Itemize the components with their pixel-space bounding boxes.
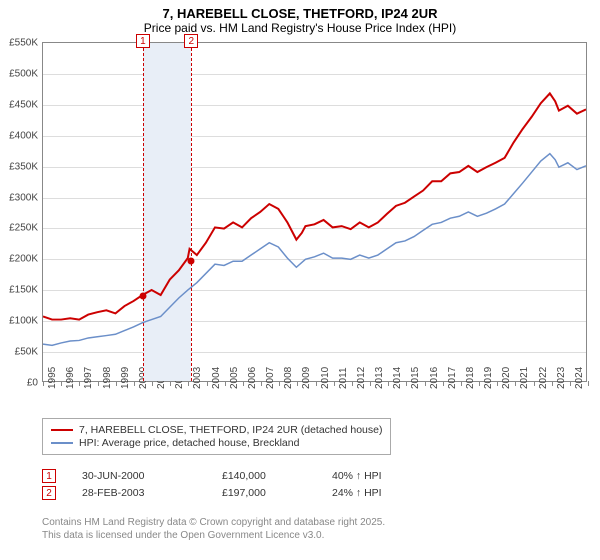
chart-legend: 7, HAREBELL CLOSE, THETFORD, IP24 2UR (d…	[42, 418, 587, 455]
footer-line-1: Contains HM Land Registry data © Crown c…	[42, 516, 385, 529]
x-tick	[443, 381, 444, 386]
y-axis-label: £450K	[0, 99, 38, 110]
page-title: 7, HAREBELL CLOSE, THETFORD, IP24 2UR	[0, 6, 600, 21]
x-tick	[425, 381, 426, 386]
x-tick	[152, 381, 153, 386]
x-tick	[552, 381, 553, 386]
x-tick	[352, 381, 353, 386]
sale-row-price: £197,000	[222, 487, 332, 499]
x-tick	[98, 381, 99, 386]
x-tick	[207, 381, 208, 386]
x-tick	[279, 381, 280, 386]
x-tick	[316, 381, 317, 386]
page-subtitle: Price paid vs. HM Land Registry's House …	[0, 21, 600, 35]
legend-swatch	[51, 429, 73, 431]
sale-row: 2 28-FEB-2003£197,00024% ↑ HPI	[42, 486, 587, 500]
legend-row: HPI: Average price, detached house, Brec…	[51, 437, 382, 449]
series-line	[43, 93, 586, 319]
legend-swatch	[51, 442, 73, 444]
x-tick	[388, 381, 389, 386]
y-axis-label: £200K	[0, 254, 38, 265]
x-tick	[134, 381, 135, 386]
y-axis-label: £150K	[0, 285, 38, 296]
y-axis-label: £350K	[0, 161, 38, 172]
y-axis-label: £550K	[0, 38, 38, 49]
y-axis-label: £500K	[0, 68, 38, 79]
sale-row-hpi: 24% ↑ HPI	[332, 487, 452, 499]
x-tick	[479, 381, 480, 386]
y-axis-label: £400K	[0, 130, 38, 141]
x-tick	[43, 381, 44, 386]
x-tick	[261, 381, 262, 386]
x-tick	[406, 381, 407, 386]
sale-row-marker: 1	[42, 469, 56, 483]
series-line	[43, 154, 586, 346]
sale-row-marker: 2	[42, 486, 56, 500]
sale-row-date: 28-FEB-2003	[82, 487, 222, 499]
x-tick	[79, 381, 80, 386]
x-tick	[534, 381, 535, 386]
y-axis-label: £100K	[0, 316, 38, 327]
sale-row-date: 30-JUN-2000	[82, 470, 222, 482]
x-tick	[588, 381, 589, 386]
footer-attribution: Contains HM Land Registry data © Crown c…	[42, 516, 385, 542]
x-tick	[297, 381, 298, 386]
footer-line-2: This data is licensed under the Open Gov…	[42, 529, 385, 542]
x-tick	[334, 381, 335, 386]
y-axis-label: £250K	[0, 223, 38, 234]
legend-label: 7, HAREBELL CLOSE, THETFORD, IP24 2UR (d…	[79, 424, 382, 436]
x-tick	[116, 381, 117, 386]
sale-row-hpi: 40% ↑ HPI	[332, 470, 452, 482]
legend-row: 7, HAREBELL CLOSE, THETFORD, IP24 2UR (d…	[51, 424, 382, 436]
y-axis-label: £50K	[0, 347, 38, 358]
sale-row-price: £140,000	[222, 470, 332, 482]
x-tick	[170, 381, 171, 386]
y-axis-label: £300K	[0, 192, 38, 203]
x-tick	[225, 381, 226, 386]
price-chart: £0£50K£100K£150K£200K£250K£300K£350K£400…	[42, 42, 587, 382]
x-tick	[243, 381, 244, 386]
x-tick	[461, 381, 462, 386]
y-axis-label: £0	[0, 378, 38, 389]
sale-records: 1 30-JUN-2000£140,00040% ↑ HPI 2 28-FEB-200…	[42, 466, 587, 503]
x-tick	[515, 381, 516, 386]
x-tick	[570, 381, 571, 386]
x-tick	[188, 381, 189, 386]
x-tick	[497, 381, 498, 386]
sale-row: 1 30-JUN-2000£140,00040% ↑ HPI	[42, 469, 587, 483]
legend-label: HPI: Average price, detached house, Brec…	[79, 437, 299, 449]
x-tick	[370, 381, 371, 386]
x-tick	[61, 381, 62, 386]
